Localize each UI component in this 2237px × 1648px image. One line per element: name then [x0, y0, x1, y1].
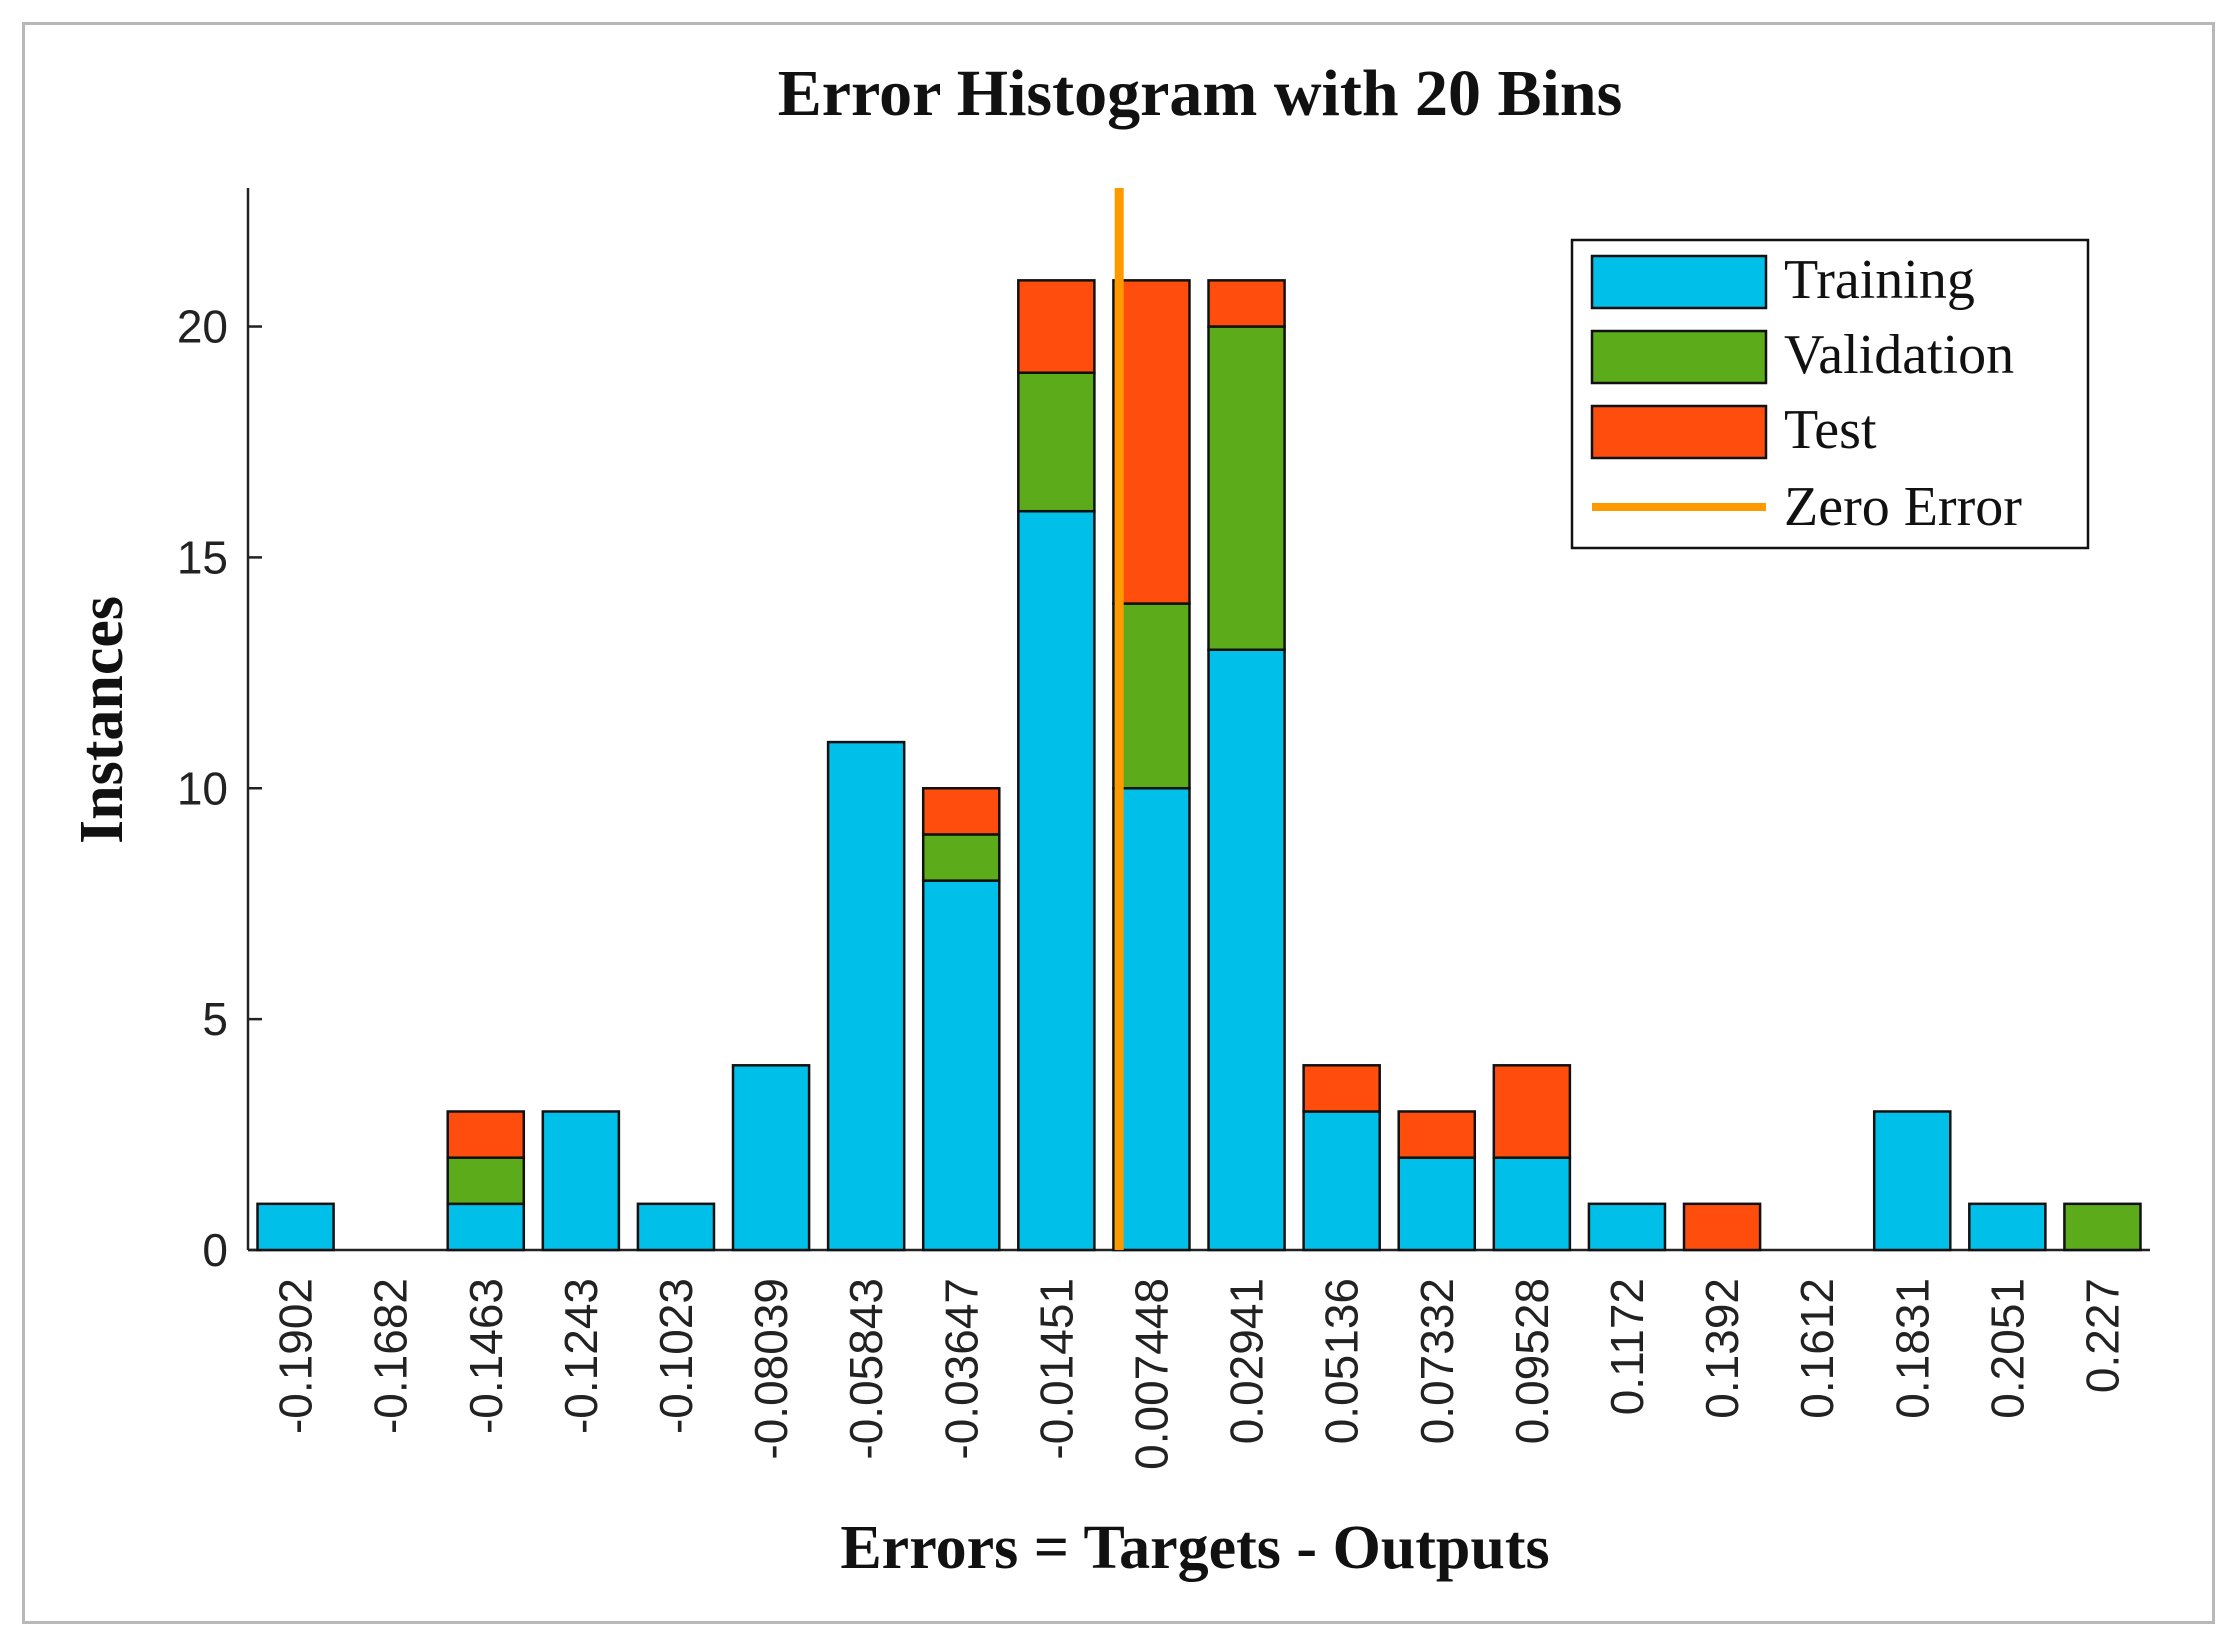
x-tick-label: 0.02941 [1221, 1278, 1273, 1444]
bar-test-8 [1017, 279, 1096, 374]
bar-validation-8 [1017, 371, 1096, 513]
bar-test-10 [1207, 279, 1286, 328]
y-tick-label: 10 [177, 762, 228, 814]
bar-test-9 [1112, 279, 1191, 605]
x-tick-label: 0.1831 [1886, 1278, 1938, 1419]
x-tick-label: -0.08039 [745, 1278, 797, 1460]
x-tick-label: -0.1463 [460, 1278, 512, 1434]
bar-test-13 [1492, 1064, 1572, 1159]
bar-validation-2 [446, 1156, 526, 1206]
bar-test-15 [1682, 1202, 1762, 1252]
y-tick-label: 0 [202, 1224, 228, 1276]
x-tick-label: 0.1392 [1696, 1278, 1748, 1419]
bar-training-2 [446, 1202, 526, 1252]
bar-validation-10 [1207, 325, 1286, 651]
chart-title: Error Histogram with 20 Bins [778, 57, 1623, 130]
x-tick-label: -0.1243 [555, 1278, 607, 1434]
plot-area: 0 5 10 15 20 -0.1902 -0.1682 -0.1463 -0.1243 -0.1… [177, 188, 2150, 1470]
x-tick-label: -0.05843 [840, 1278, 892, 1460]
x-tick-label: 0.07332 [1411, 1278, 1463, 1444]
legend-swatch-validation [1590, 329, 1768, 385]
x-tick-label: -0.1023 [650, 1278, 702, 1434]
x-tick-label: -0.01451 [1030, 1278, 1082, 1460]
bar-training-12 [1397, 1156, 1477, 1252]
legend-swatch-test [1590, 404, 1768, 460]
x-tick-label: -0.1682 [365, 1278, 417, 1434]
x-tick-label: 0.1172 [1601, 1278, 1653, 1415]
bar-test-2 [446, 1110, 526, 1159]
y-tick-label: 20 [177, 301, 228, 353]
x-tick-label: 0.09528 [1506, 1278, 1558, 1444]
legend-label-test: Test [1784, 399, 1877, 461]
bar-training-5 [731, 1064, 811, 1252]
bar-training-0 [256, 1202, 335, 1252]
bar-test-11 [1302, 1064, 1381, 1113]
x-tick-label: 0.007448 [1125, 1278, 1177, 1470]
bar-validation-9 [1112, 602, 1191, 790]
x-tick-label: 0.2051 [1981, 1278, 2033, 1419]
x-tick-label: 0.05136 [1316, 1278, 1368, 1444]
bar-training-7 [921, 879, 1001, 1252]
bar-training-18 [1968, 1202, 2047, 1252]
legend-label-training: Training [1784, 249, 1975, 311]
bar-training-10 [1207, 648, 1286, 1252]
legend-label-validation: Validation [1784, 324, 2014, 386]
bar-validation-19 [2063, 1202, 2142, 1252]
x-tick-label: 0.1612 [1791, 1278, 1843, 1419]
y-tick-label: 5 [202, 993, 228, 1045]
bar-training-3 [541, 1110, 621, 1252]
legend: Training Validation Test Zero Error [1570, 238, 2090, 550]
bar-training-14 [1587, 1202, 1667, 1252]
legend-swatch-training [1590, 254, 1768, 310]
x-axis-label: Errors = Targets - Outputs [840, 1514, 1549, 1582]
bar-training-6 [826, 740, 906, 1252]
bar-training-11 [1302, 1110, 1381, 1252]
y-axis-label: Instances [68, 596, 136, 844]
x-tick-label: 0.227 [2076, 1278, 2128, 1393]
bar-training-8 [1017, 509, 1096, 1252]
bar-validation-7 [921, 833, 1001, 882]
bar-training-17 [1872, 1110, 1952, 1252]
legend-label-zero-error: Zero Error [1784, 476, 2022, 538]
bar-training-9 [1112, 787, 1191, 1252]
bar-training-4 [636, 1202, 716, 1252]
y-tick-label: 15 [177, 531, 228, 583]
x-tick-label: -0.1902 [270, 1278, 322, 1434]
x-tick-label: -0.03647 [935, 1278, 987, 1460]
bar-test-7 [921, 787, 1001, 836]
bar-training-13 [1492, 1156, 1572, 1252]
bar-test-12 [1397, 1110, 1477, 1159]
